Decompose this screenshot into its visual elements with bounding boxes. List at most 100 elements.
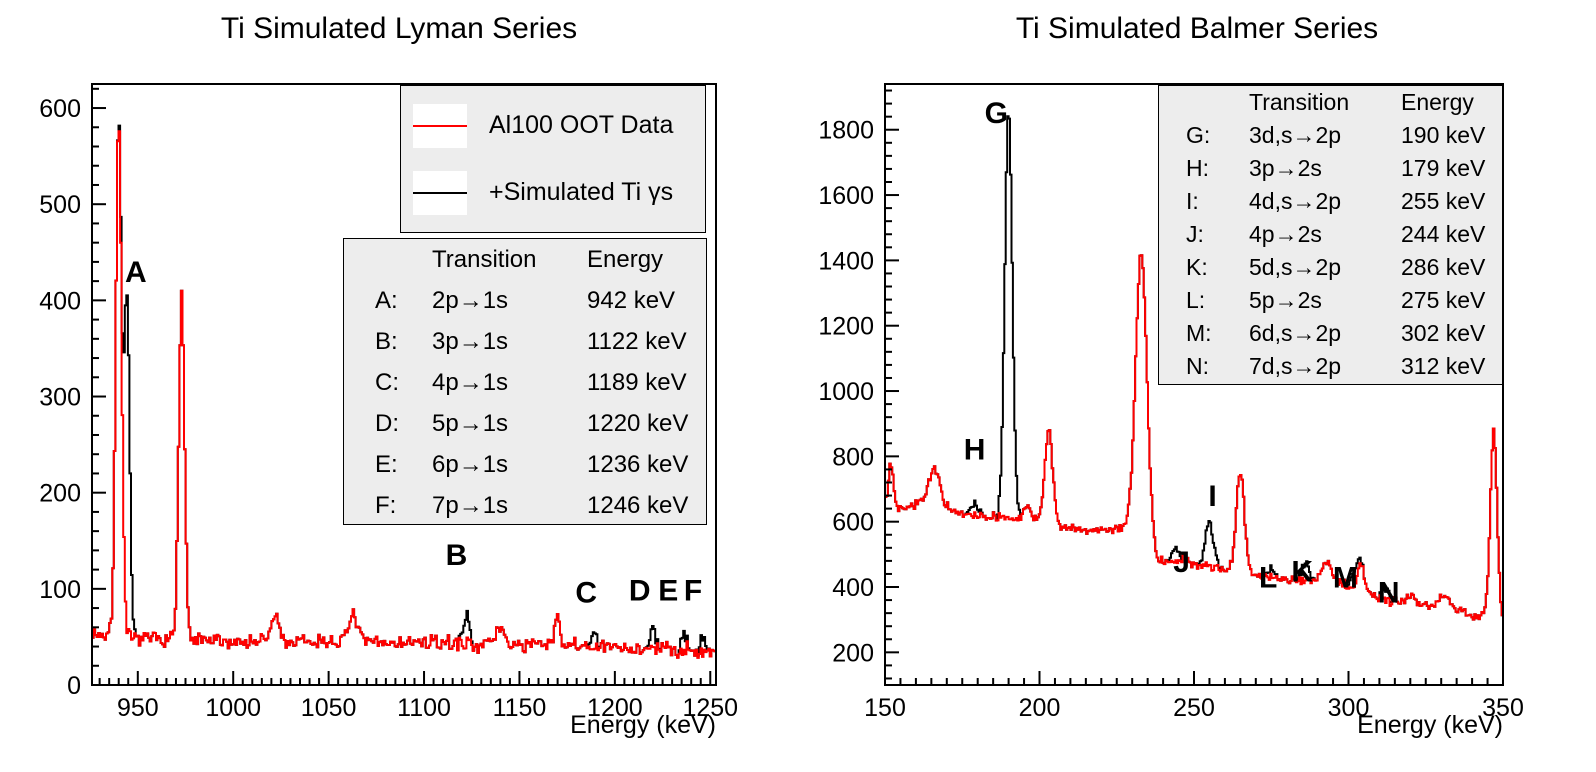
red-line-marker-icon bbox=[413, 103, 467, 148]
balmer-transition-table: Transition Energy G: 3d,s→2p 190 keV H: 3p→2… bbox=[1158, 85, 1503, 385]
x-tick-label: 1200 bbox=[587, 694, 643, 722]
energy-value: 286 keV bbox=[1401, 254, 1486, 280]
peak-letter: C: bbox=[375, 368, 399, 396]
energy-value: 244 keV bbox=[1401, 221, 1486, 247]
y-tick-label: 400 bbox=[832, 574, 874, 602]
transition-row: B: 3p→1s 1122 keV bbox=[344, 321, 706, 362]
x-tick-label: 1100 bbox=[397, 694, 451, 722]
peak-letter: B: bbox=[375, 327, 398, 355]
transition-row: I: 4d,s→2p 255 keV bbox=[1159, 185, 1502, 218]
legend-entry-data: Al100 OOT Data bbox=[401, 98, 705, 154]
transition-row: M: 6d,s→2p 302 keV bbox=[1159, 317, 1502, 350]
energy-column-header: Energy bbox=[587, 245, 664, 273]
transition-value: 2p→1s bbox=[432, 286, 509, 314]
x-tick-label: 950 bbox=[117, 694, 159, 722]
peak-label-G: G bbox=[985, 97, 1008, 130]
table-header-row: Transition Energy bbox=[344, 239, 706, 280]
y-tick-label: 1400 bbox=[818, 247, 874, 275]
peak-letter: G: bbox=[1186, 122, 1211, 148]
energy-value: 1246 keV bbox=[587, 491, 689, 519]
y-tick-label: 400 bbox=[39, 287, 81, 315]
x-tick-label: 1050 bbox=[301, 694, 357, 722]
x-tick-label: 150 bbox=[864, 694, 906, 722]
energy-value: 1220 keV bbox=[587, 409, 689, 437]
balmer-axis-ticks bbox=[884, 89, 1504, 685]
y-tick-label: 600 bbox=[39, 95, 81, 123]
transition-row: A: 2p→1s 942 keV bbox=[344, 280, 706, 321]
peak-letter: I: bbox=[1186, 188, 1199, 214]
lyman-data-series bbox=[92, 130, 716, 659]
transition-value: 3p→2s bbox=[1249, 155, 1322, 181]
transition-row: F: 7p→1s 1246 keV bbox=[344, 485, 706, 524]
peak-letter: A: bbox=[375, 286, 398, 314]
transition-column-header: Transition bbox=[432, 245, 537, 273]
lyman-transition-table: Transition Energy A: 2p→1s 942 keV B: 3p→1s 1… bbox=[343, 238, 707, 525]
lyman-peak-labels: A B C D E F bbox=[125, 256, 702, 609]
transition-value: 7d,s→2p bbox=[1249, 353, 1342, 379]
peak-label-I: I bbox=[1208, 480, 1216, 513]
transition-value: 6p→1s bbox=[432, 450, 509, 478]
peak-label-N: N bbox=[1378, 577, 1400, 610]
transition-row: C: 4p→1s 1189 keV bbox=[344, 362, 706, 403]
peak-label-F: F bbox=[684, 574, 702, 607]
energy-value: 190 keV bbox=[1401, 122, 1486, 148]
transition-row: L: 5p→2s 275 keV bbox=[1159, 284, 1502, 317]
peak-letter: M: bbox=[1186, 320, 1212, 346]
y-tick-label: 1000 bbox=[818, 378, 874, 406]
transition-column-header: Transition bbox=[1249, 89, 1350, 115]
y-tick-label: 500 bbox=[39, 191, 81, 219]
transition-value: 3d,s→2p bbox=[1249, 122, 1342, 148]
transition-value: 4p→1s bbox=[432, 368, 509, 396]
x-tick-label: 1000 bbox=[205, 694, 261, 722]
lyman-legend: Al100 OOT Data +Simulated Ti γs bbox=[400, 85, 706, 233]
energy-value: 302 keV bbox=[1401, 320, 1486, 346]
y-tick-label: 1600 bbox=[818, 182, 874, 210]
energy-value: 942 keV bbox=[587, 286, 676, 314]
transition-row: J: 4p→2s 244 keV bbox=[1159, 218, 1502, 251]
transition-value: 4p→2s bbox=[1249, 221, 1322, 247]
energy-value: 179 keV bbox=[1401, 155, 1486, 181]
transition-value: 5d,s→2p bbox=[1249, 254, 1342, 280]
transition-row: G: 3d,s→2p 190 keV bbox=[1159, 119, 1502, 152]
balmer-x-axis-title: Energy (keV) bbox=[1357, 711, 1503, 739]
transition-row: H: 3p→2s 179 keV bbox=[1159, 152, 1502, 185]
table-header-row: Transition Energy bbox=[1159, 86, 1502, 119]
y-tick-label: 0 bbox=[67, 672, 81, 700]
energy-value: 1236 keV bbox=[587, 450, 689, 478]
transition-value: 5p→2s bbox=[1249, 287, 1322, 313]
x-tick-label: 250 bbox=[1173, 694, 1215, 722]
peak-letter: D: bbox=[375, 409, 399, 437]
lyman-title: Ti Simulated Lyman Series bbox=[220, 12, 578, 45]
lyman-spectra bbox=[92, 124, 716, 659]
peak-letter: L: bbox=[1186, 287, 1206, 313]
transition-row: K: 5d,s→2p 286 keV bbox=[1159, 251, 1502, 284]
peak-label-E: E bbox=[658, 574, 678, 607]
transition-value: 4d,s→2p bbox=[1249, 188, 1342, 214]
energy-value: 1122 keV bbox=[587, 327, 687, 355]
lyman-x-axis-title: Energy (keV) bbox=[570, 711, 716, 739]
peak-letter: J: bbox=[1186, 221, 1204, 247]
x-tick-label: 200 bbox=[1019, 694, 1061, 722]
y-tick-label: 600 bbox=[832, 509, 874, 537]
x-tick-label: 350 bbox=[1482, 694, 1524, 722]
transition-value: 6d,s→2p bbox=[1249, 320, 1342, 346]
transition-row: E: 6p→1s 1236 keV bbox=[344, 444, 706, 485]
y-tick-label: 300 bbox=[39, 384, 81, 412]
balmer-data-series bbox=[885, 254, 1503, 621]
lyman-axis-ticks bbox=[92, 87, 712, 686]
peak-letter: N: bbox=[1186, 353, 1209, 379]
y-tick-label: 100 bbox=[39, 576, 81, 604]
peak-label-B: B bbox=[446, 539, 468, 572]
peak-letter: K: bbox=[1186, 254, 1208, 280]
x-tick-label: 1150 bbox=[493, 694, 547, 722]
peak-label-C: C bbox=[575, 576, 597, 609]
energy-value: 312 keV bbox=[1401, 353, 1486, 379]
peak-label-H: H bbox=[964, 434, 986, 467]
peak-letter: F: bbox=[375, 491, 397, 519]
balmer-peak-labels: G H IJ KL M N bbox=[964, 97, 1400, 609]
transition-value: 7p→1s bbox=[432, 491, 509, 519]
energy-value: 1189 keV bbox=[587, 368, 687, 396]
peak-label-K: K bbox=[1291, 555, 1313, 588]
